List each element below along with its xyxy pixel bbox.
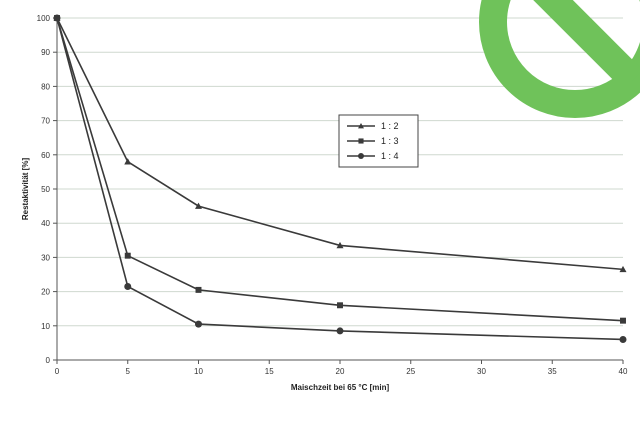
legend-item: 1 : 2: [347, 121, 399, 131]
legend-item: 1 : 3: [347, 136, 399, 146]
legend-item: 1 : 4: [347, 151, 399, 161]
y-tick-label: 10: [41, 322, 50, 331]
x-tick-label: 10: [194, 367, 203, 376]
axes: [53, 17, 624, 364]
data-point-triangle: [124, 158, 132, 165]
data-point-circle: [53, 14, 61, 22]
legend-label: 1 : 4: [381, 151, 399, 161]
x-axis-title: Maischzeit bei 65 °C [min]: [291, 383, 390, 392]
x-tick-label: 0: [55, 367, 60, 376]
x-tick-label: 35: [548, 367, 557, 376]
watermark-slash: [533, 0, 640, 90]
y-tick-label: 70: [41, 117, 50, 126]
x-tick-label: 5: [126, 367, 131, 376]
series-3: [53, 14, 627, 343]
data-point-triangle: [336, 241, 344, 249]
y-tick-label: 0: [46, 356, 51, 365]
data-point-circle: [195, 320, 202, 328]
x-tick-label: 30: [477, 367, 486, 376]
series-line: [56, 17, 624, 322]
y-tick-label: 50: [41, 185, 50, 194]
y-tick-label: 20: [41, 288, 50, 297]
x-tick-label: 20: [336, 367, 345, 376]
y-tick-label: 80: [41, 82, 50, 91]
data-point-triangle: [619, 265, 627, 273]
data-point-circle: [358, 153, 364, 159]
watermark-ring: [479, 0, 640, 118]
series-group: [53, 14, 627, 343]
data-point-triangle: [358, 123, 364, 129]
grid-lines: [57, 17, 623, 327]
data-point-circle: [124, 282, 132, 290]
x-tick-label: 25: [406, 367, 415, 376]
data-point-square: [337, 302, 343, 309]
data-point-circle: [336, 327, 344, 335]
y-tick-label: 100: [37, 14, 51, 23]
data-point-triangle: [195, 202, 202, 209]
tick-labels: 0 10 20 30 40 50 60 70 80 90 100 0 5 10 15 20 25 30 35 40: [37, 14, 628, 376]
y-tick-label: 30: [41, 253, 50, 262]
data-point-square: [620, 317, 626, 324]
y-tick-label: 90: [41, 48, 50, 57]
y-axis-title: Restaktivität [%]: [21, 158, 30, 221]
legend-label: 1 : 3: [381, 136, 399, 146]
y-tick-label: 60: [41, 151, 50, 160]
y-tick-label: 40: [41, 219, 50, 228]
data-point-circle: [619, 335, 627, 343]
no-symbol-icon: [479, 0, 640, 118]
data-point-square: [358, 138, 364, 144]
data-point-square: [195, 286, 202, 293]
legend: 1 : 2 1 : 3 1 : 4: [338, 114, 419, 168]
legend-label: 1 : 2: [381, 121, 399, 131]
x-tick-label: 40: [619, 367, 628, 376]
data-point-square: [124, 252, 131, 259]
x-tick-label: 15: [265, 367, 274, 376]
